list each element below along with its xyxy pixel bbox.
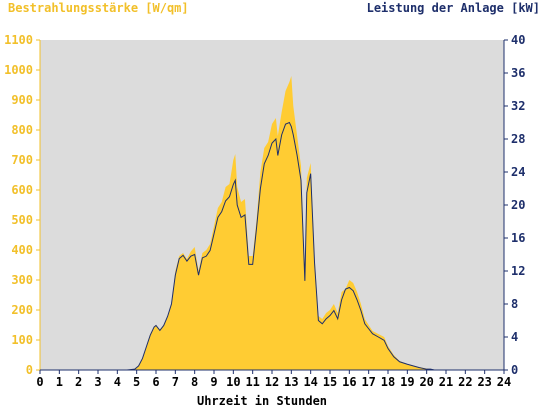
left-tick-label: 400 [11,243,33,257]
right-tick-label: 36 [511,66,525,80]
right-axis-title: Leistung der Anlage [kW] [367,1,540,15]
left-axis-title: Bestrahlungsstärke [W/qm] [8,1,189,15]
right-tick-label: 32 [511,99,525,113]
x-tick-label: 8 [191,375,198,389]
x-tick-label: 22 [458,375,472,389]
x-tick-label: 18 [381,375,395,389]
x-tick-label: 15 [323,375,337,389]
x-tick-label: 12 [265,375,279,389]
x-tick-label: 7 [172,375,179,389]
x-tick-label: 16 [342,375,356,389]
right-tick-label: 24 [511,165,525,179]
x-tick-label: 13 [284,375,298,389]
x-tick-label: 11 [245,375,259,389]
left-tick-label: 0 [26,363,33,377]
right-tick-label: 4 [511,330,518,344]
x-tick-label: 17 [361,375,375,389]
left-tick-label: 800 [11,123,33,137]
left-tick-label: 1000 [4,63,33,77]
x-tick-label: 20 [419,375,433,389]
left-tick-label: 700 [11,153,33,167]
x-tick-label: 5 [133,375,140,389]
axes-layer: 0100200300400500600700800900100011000481… [4,33,525,389]
x-tick-label: 2 [75,375,82,389]
x-tick-label: 14 [303,375,317,389]
left-tick-label: 1100 [4,33,33,47]
x-tick-label: 4 [114,375,121,389]
x-tick-label: 23 [477,375,491,389]
left-tick-label: 600 [11,183,33,197]
x-tick-label: 19 [400,375,414,389]
x-tick-label: 0 [36,375,43,389]
left-tick-label: 900 [11,93,33,107]
x-axis-title: Uhrzeit in Stunden [197,394,327,408]
x-tick-label: 3 [94,375,101,389]
right-tick-label: 8 [511,297,518,311]
x-tick-label: 10 [226,375,240,389]
x-tick-label: 6 [152,375,159,389]
left-tick-label: 200 [11,303,33,317]
x-tick-label: 21 [439,375,453,389]
power-line [40,121,504,371]
irradiance-area [40,76,504,370]
x-tick-label: 24 [497,375,511,389]
right-tick-label: 28 [511,132,525,146]
left-tick-label: 100 [11,333,33,347]
x-tick-label: 9 [210,375,217,389]
right-tick-label: 0 [511,363,518,377]
right-tick-label: 12 [511,264,525,278]
right-tick-label: 16 [511,231,525,245]
left-tick-label: 500 [11,213,33,227]
right-tick-label: 40 [511,33,525,47]
x-tick-label: 1 [56,375,63,389]
right-tick-label: 20 [511,198,525,212]
left-tick-label: 300 [11,273,33,287]
series-layer [40,76,504,371]
